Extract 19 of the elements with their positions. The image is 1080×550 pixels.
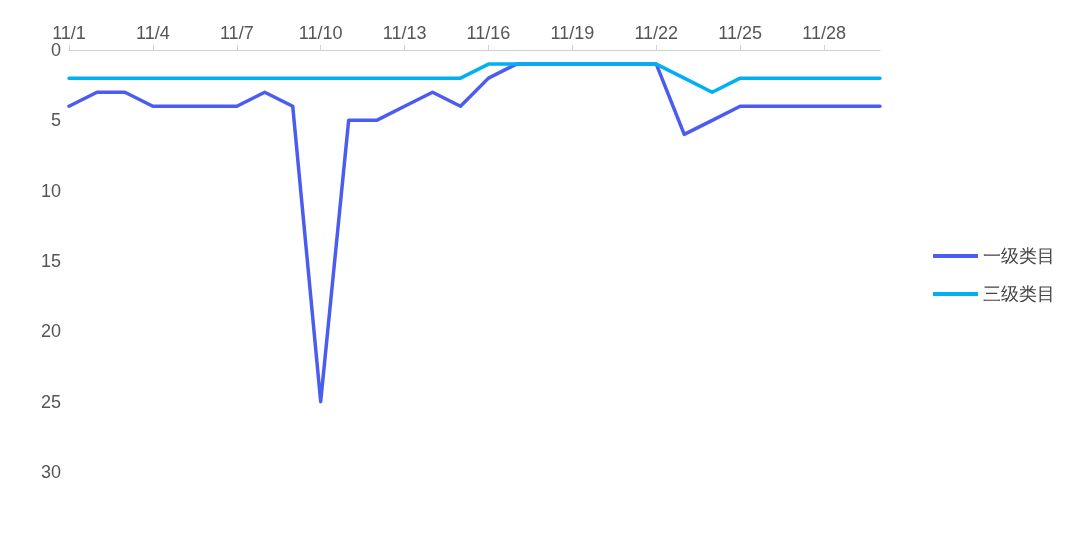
legend-label: 一级类目: [983, 246, 1055, 266]
y-tick-label: 30: [40, 462, 61, 482]
x-tick-label: 11/10: [298, 23, 343, 43]
y-tick-label: 25: [40, 391, 61, 412]
legend-label: 三级类目: [983, 284, 1055, 304]
y-tick-label: 15: [40, 251, 61, 271]
x-tick-label: 11/28: [802, 23, 846, 43]
y-tick-label: 0: [50, 40, 61, 60]
y-tick-label: 10: [40, 180, 61, 201]
y-tick-label: 5: [50, 110, 61, 131]
x-tick-label: 11/22: [634, 23, 679, 43]
x-tick-label: 11/13: [382, 23, 427, 43]
x-tick-label: 11/1: [52, 23, 86, 43]
x-tick-label: 11/19: [550, 23, 595, 43]
y-tick-label: 20: [40, 321, 61, 342]
x-tick-label: 11/7: [219, 23, 254, 43]
x-tick-label: 11/25: [718, 23, 763, 43]
x-tick-label: 11/4: [136, 23, 170, 43]
x-tick-label: 11/16: [466, 23, 511, 43]
